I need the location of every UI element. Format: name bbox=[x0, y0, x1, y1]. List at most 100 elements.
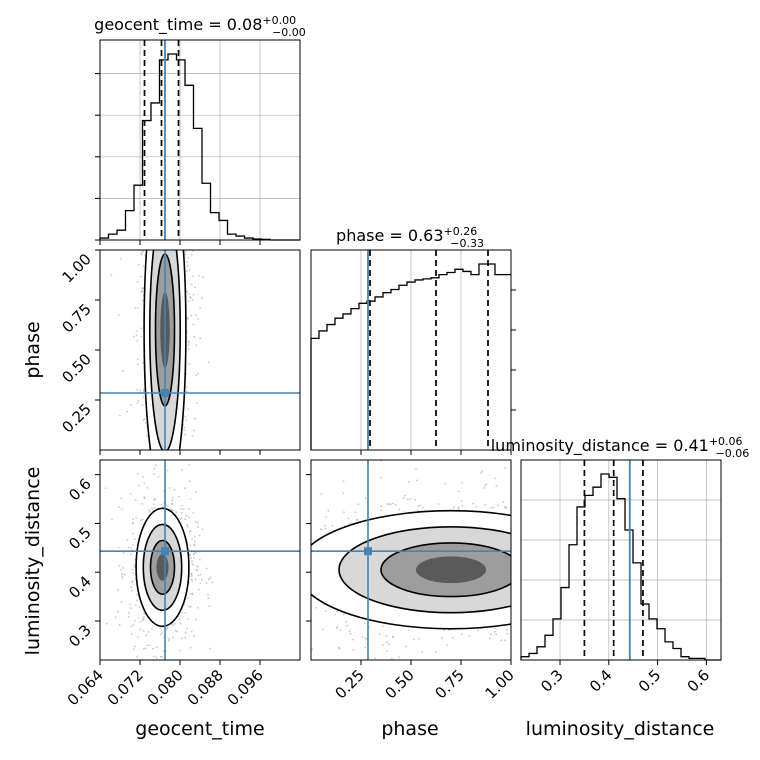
scatter-point bbox=[188, 463, 191, 466]
scatter-point bbox=[421, 650, 424, 653]
density-contour bbox=[156, 553, 169, 581]
scatter-point bbox=[191, 299, 194, 302]
scatter-point bbox=[148, 644, 151, 647]
scatter-point bbox=[141, 619, 144, 622]
scatter-point bbox=[444, 482, 447, 485]
scatter-point bbox=[142, 361, 144, 364]
scatter-point bbox=[143, 417, 146, 420]
scatter-point bbox=[117, 546, 120, 549]
scatter-point bbox=[485, 483, 488, 486]
scatter-point bbox=[126, 539, 129, 542]
scatter-point bbox=[197, 606, 199, 609]
scatter-point bbox=[336, 610, 339, 613]
scatter-point bbox=[325, 610, 327, 613]
scatter-point bbox=[199, 582, 202, 585]
scatter-point bbox=[117, 314, 120, 316]
scatter-point bbox=[190, 575, 193, 577]
scatter-point bbox=[184, 415, 187, 418]
scatter-point bbox=[493, 631, 496, 633]
x-tick-label: 0.5 bbox=[635, 666, 665, 696]
scatter-point bbox=[186, 386, 189, 389]
scatter-point bbox=[194, 552, 197, 554]
x-tick-label: 0.4 bbox=[586, 666, 616, 696]
scatter-point bbox=[512, 527, 514, 529]
scatter-point bbox=[380, 505, 383, 508]
histogram-phase bbox=[310, 263, 511, 450]
scatter-point bbox=[111, 518, 113, 521]
scatter-point bbox=[343, 613, 345, 616]
scatter-point bbox=[128, 612, 130, 614]
scatter-point bbox=[151, 628, 153, 630]
x-tick-label: 0.3 bbox=[537, 666, 567, 696]
scatter-point bbox=[178, 495, 180, 498]
scatter-point bbox=[345, 624, 348, 627]
scatter-point bbox=[191, 538, 194, 541]
scatter-point bbox=[132, 518, 134, 521]
scatter-point bbox=[188, 516, 190, 519]
scatter-point bbox=[186, 618, 189, 620]
scatter-point bbox=[134, 499, 137, 502]
scatter-point bbox=[192, 511, 195, 514]
scatter-point bbox=[186, 627, 189, 630]
scatter-point bbox=[195, 374, 198, 377]
scatter-point bbox=[163, 245, 165, 247]
scatter-point bbox=[191, 563, 194, 565]
scatter-point bbox=[135, 517, 138, 519]
scatter-point bbox=[194, 314, 197, 316]
scatter-point bbox=[504, 639, 507, 642]
scatter-point bbox=[120, 569, 122, 571]
scatter-point bbox=[386, 650, 389, 652]
scatter-point bbox=[180, 660, 182, 662]
scatter-point bbox=[342, 492, 345, 494]
scatter-point bbox=[161, 246, 163, 248]
scatter-point bbox=[166, 626, 169, 629]
scatter-point bbox=[512, 552, 514, 554]
scatter-point bbox=[191, 592, 194, 595]
scatter-point bbox=[167, 639, 170, 642]
corner-panels: 0.3 0.4 0.5 0.60.250.500.751.000.0640.0720.… bbox=[58, 39, 722, 709]
scatter-point bbox=[132, 572, 135, 574]
scatter-point bbox=[506, 632, 509, 635]
y-tick-label: 0.4 bbox=[65, 572, 95, 602]
scatter-point bbox=[494, 627, 496, 630]
scatter-point bbox=[173, 488, 176, 491]
scatter-point bbox=[192, 293, 195, 296]
panel-frame bbox=[310, 249, 512, 451]
scatter-point bbox=[201, 528, 204, 531]
scatter-point bbox=[141, 290, 144, 293]
scatter-point bbox=[105, 622, 108, 625]
scatter-point bbox=[339, 629, 342, 632]
y-tick-label: 1.00 bbox=[58, 250, 94, 286]
scatter-point bbox=[130, 625, 133, 628]
scatter-point bbox=[134, 619, 136, 622]
scatter-point bbox=[387, 643, 390, 645]
scatter-point bbox=[148, 509, 151, 511]
ylabel-luminosity-distance: luminosity_distance bbox=[22, 467, 44, 656]
scatter-point bbox=[179, 246, 181, 248]
scatter-point bbox=[404, 645, 407, 648]
scatter-point bbox=[418, 638, 421, 640]
scatter-point bbox=[480, 472, 483, 474]
scatter-point bbox=[186, 523, 188, 526]
scatter-point bbox=[119, 257, 122, 260]
scatter-point bbox=[513, 563, 515, 565]
scatter-point bbox=[186, 317, 189, 320]
scatter-point bbox=[490, 633, 492, 636]
scatter-point bbox=[127, 546, 130, 549]
scatter-point bbox=[133, 565, 136, 568]
scatter-point bbox=[131, 568, 134, 571]
scatter-point bbox=[168, 486, 171, 489]
scatter-point bbox=[494, 477, 497, 480]
scatter-point bbox=[196, 569, 199, 572]
scatter-point bbox=[198, 534, 201, 537]
scatter-point bbox=[182, 508, 185, 511]
scatter-point bbox=[484, 503, 486, 506]
scatter-point bbox=[134, 604, 137, 607]
scatter-point bbox=[192, 553, 195, 556]
scatter-point bbox=[135, 330, 138, 332]
scatter-point bbox=[171, 509, 174, 512]
scatter-point bbox=[472, 502, 474, 505]
scatter-point bbox=[331, 524, 334, 527]
scatter-point bbox=[114, 616, 117, 619]
scatter-point bbox=[130, 607, 132, 609]
